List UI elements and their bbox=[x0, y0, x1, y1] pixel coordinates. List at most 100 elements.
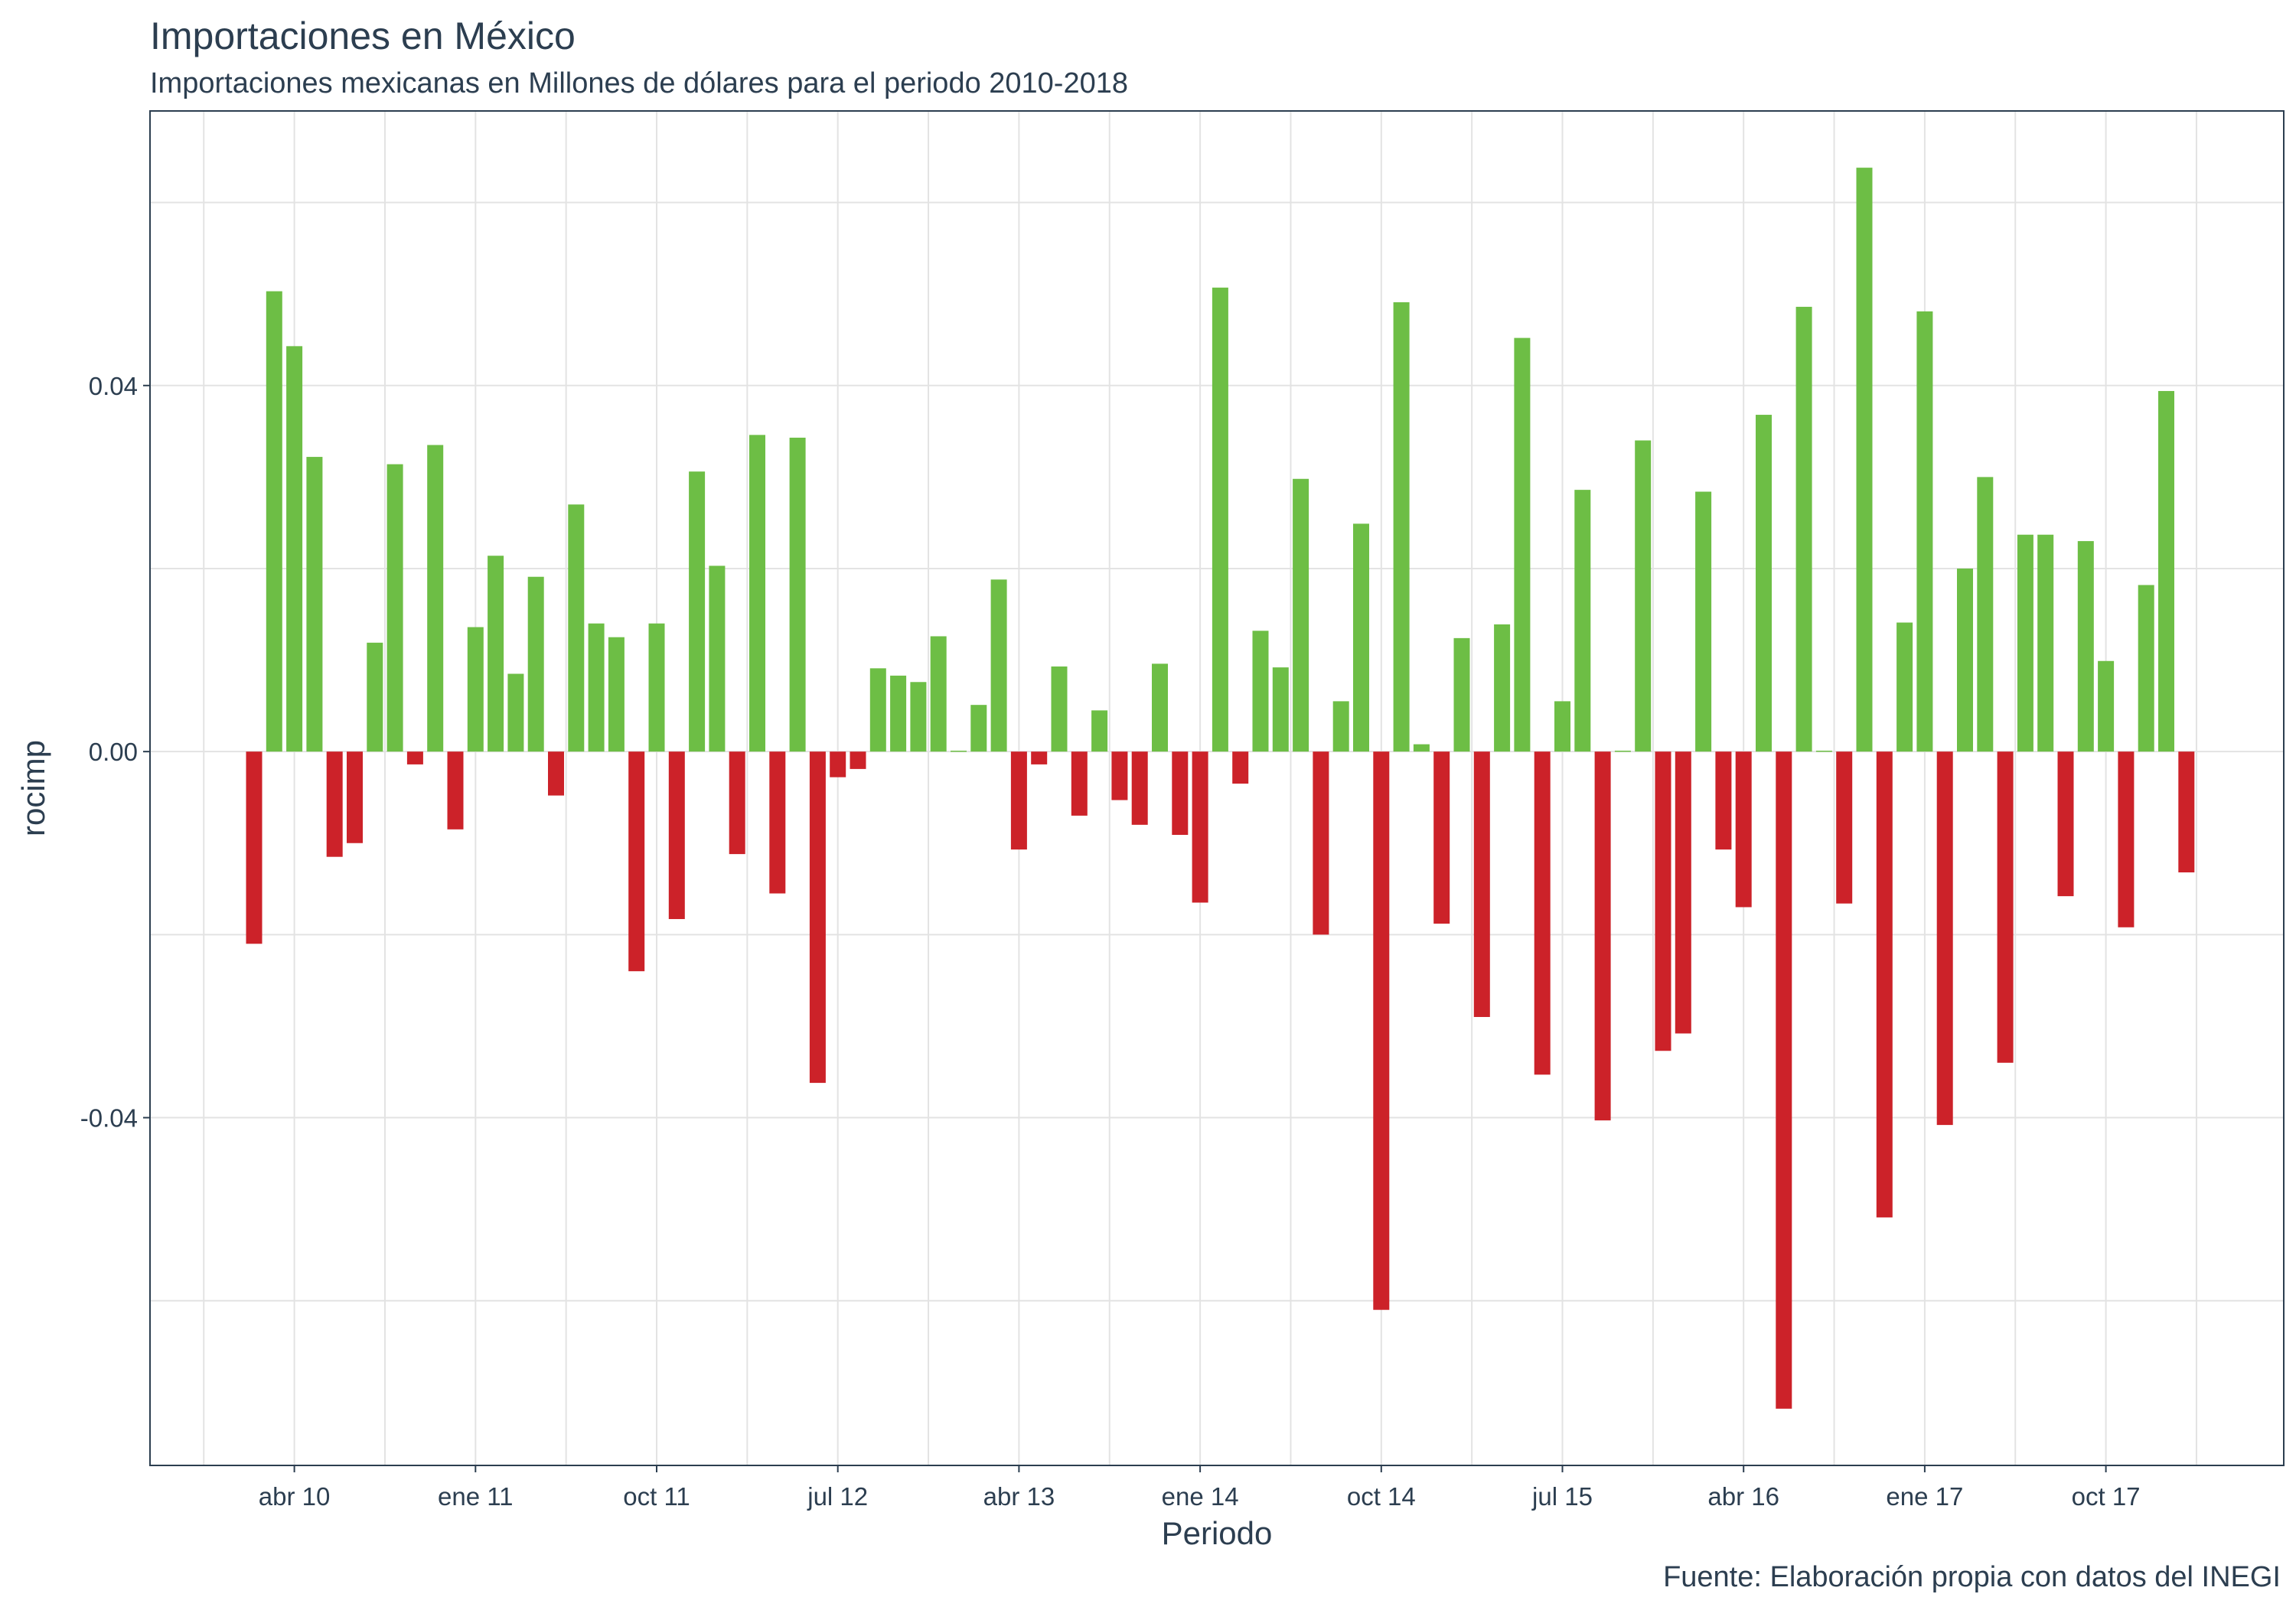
bar bbox=[1473, 751, 1490, 1017]
bar bbox=[1313, 751, 1329, 935]
bar bbox=[608, 637, 625, 752]
y-tick-label: 0.00 bbox=[89, 738, 138, 766]
bar bbox=[1876, 751, 1893, 1217]
bar bbox=[2077, 541, 2094, 752]
bar bbox=[668, 751, 685, 920]
bar bbox=[2037, 534, 2054, 752]
bar bbox=[990, 579, 1007, 752]
y-axis-ticks: 0.04 0.00 -0.04 bbox=[80, 372, 150, 1133]
bar bbox=[467, 627, 484, 752]
bar bbox=[246, 751, 263, 944]
bar bbox=[970, 705, 987, 752]
bar bbox=[2158, 390, 2174, 752]
bar bbox=[1836, 751, 1853, 904]
bar bbox=[347, 751, 363, 843]
bar bbox=[1252, 631, 1269, 752]
x-tick-label: abr 10 bbox=[259, 1482, 331, 1511]
bar bbox=[1232, 751, 1249, 784]
bar bbox=[1735, 751, 1752, 908]
x-tick-label: abr 16 bbox=[1707, 1482, 1779, 1511]
bar bbox=[488, 556, 504, 752]
bar bbox=[1715, 751, 1732, 850]
bar bbox=[1131, 751, 1148, 825]
bar bbox=[709, 566, 726, 752]
bar bbox=[628, 751, 645, 972]
bar bbox=[769, 751, 786, 894]
bar bbox=[1957, 568, 1973, 752]
x-axis-ticks: abr 10 ene 11 oct 11 jul 12 abr 13 ene 14 oct … bbox=[259, 1465, 2141, 1511]
bar bbox=[1413, 744, 1430, 752]
x-tick-label: ene 14 bbox=[1162, 1482, 1239, 1511]
plot-panel-border bbox=[149, 110, 2285, 1466]
bar bbox=[427, 445, 444, 752]
bar bbox=[1695, 491, 1712, 752]
bar bbox=[789, 437, 806, 752]
y-tick-label: -0.04 bbox=[80, 1104, 138, 1133]
bar bbox=[1514, 337, 1531, 752]
bar bbox=[1293, 478, 1309, 752]
bar bbox=[1574, 490, 1591, 752]
chart-subtitle: Importaciones mexicanas en Millones de d… bbox=[150, 67, 1128, 99]
x-tick-label: oct 17 bbox=[2072, 1482, 2141, 1511]
bar bbox=[1494, 624, 1511, 752]
bar bbox=[568, 504, 585, 752]
chart-caption: Fuente: Elaboración propia con datos del… bbox=[1663, 1561, 2281, 1593]
bar bbox=[1051, 666, 1068, 752]
bar bbox=[507, 673, 524, 752]
bar bbox=[869, 668, 886, 752]
bar bbox=[830, 751, 846, 777]
y-tick-label: 0.04 bbox=[89, 372, 138, 400]
bar bbox=[306, 457, 323, 752]
bar bbox=[1795, 306, 1812, 752]
bar bbox=[1936, 751, 1953, 1126]
bar bbox=[326, 751, 343, 857]
bar bbox=[286, 346, 303, 752]
bar bbox=[1997, 751, 2014, 1063]
bar bbox=[367, 642, 383, 752]
y-axis-title: rocimp bbox=[15, 740, 51, 836]
x-axis-title: Periodo bbox=[1162, 1515, 1273, 1551]
bar bbox=[1534, 751, 1551, 1075]
bar bbox=[1332, 701, 1349, 752]
bar bbox=[1192, 751, 1208, 903]
bar bbox=[2178, 751, 2195, 873]
bar bbox=[1635, 440, 1652, 752]
x-tick-label: abr 13 bbox=[983, 1482, 1055, 1511]
bar bbox=[1896, 622, 1913, 752]
x-tick-label: ene 11 bbox=[438, 1482, 513, 1511]
bar bbox=[809, 751, 826, 1084]
bar bbox=[1010, 751, 1027, 850]
bar bbox=[1373, 751, 1390, 1310]
x-tick-label: oct 14 bbox=[1347, 1482, 1416, 1511]
x-tick-label: oct 11 bbox=[623, 1482, 690, 1511]
bar bbox=[2057, 751, 2074, 897]
bar bbox=[1091, 710, 1108, 752]
x-tick-label: jul 12 bbox=[807, 1482, 868, 1511]
bar bbox=[1272, 667, 1289, 752]
bar bbox=[1212, 287, 1228, 752]
bar bbox=[930, 636, 947, 752]
bar bbox=[1776, 751, 1792, 1409]
bar bbox=[588, 623, 605, 752]
bar bbox=[1172, 751, 1189, 835]
bar bbox=[2118, 751, 2135, 927]
bar bbox=[266, 291, 282, 752]
bar bbox=[1675, 751, 1691, 1034]
bar bbox=[1856, 168, 1873, 752]
bar bbox=[1655, 751, 1671, 1051]
bar bbox=[1554, 701, 1570, 752]
bar bbox=[910, 682, 927, 752]
bar bbox=[729, 751, 745, 855]
bar bbox=[1815, 750, 1832, 752]
bar bbox=[1071, 751, 1088, 816]
bar bbox=[749, 435, 765, 752]
bar bbox=[1916, 311, 1933, 752]
bar bbox=[406, 751, 423, 764]
bar bbox=[548, 751, 564, 796]
bar bbox=[951, 750, 967, 752]
bar bbox=[1111, 751, 1128, 800]
bar bbox=[890, 675, 907, 752]
bar bbox=[447, 751, 464, 830]
bar bbox=[2098, 660, 2115, 752]
